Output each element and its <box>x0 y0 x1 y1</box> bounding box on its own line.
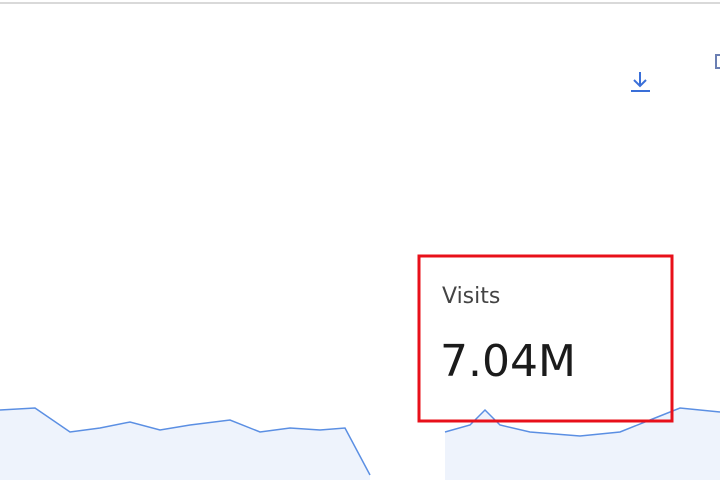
download-icon[interactable] <box>631 72 650 92</box>
sparkline-area <box>445 408 720 480</box>
sparkline <box>0 407 371 476</box>
card-label: Visits <box>442 284 501 309</box>
menu-icon[interactable] <box>715 54 720 69</box>
sparkline <box>444 407 720 437</box>
highlight-box <box>417 254 674 423</box>
sparkline-area <box>0 408 370 480</box>
card-value: 7.04M <box>440 336 576 387</box>
